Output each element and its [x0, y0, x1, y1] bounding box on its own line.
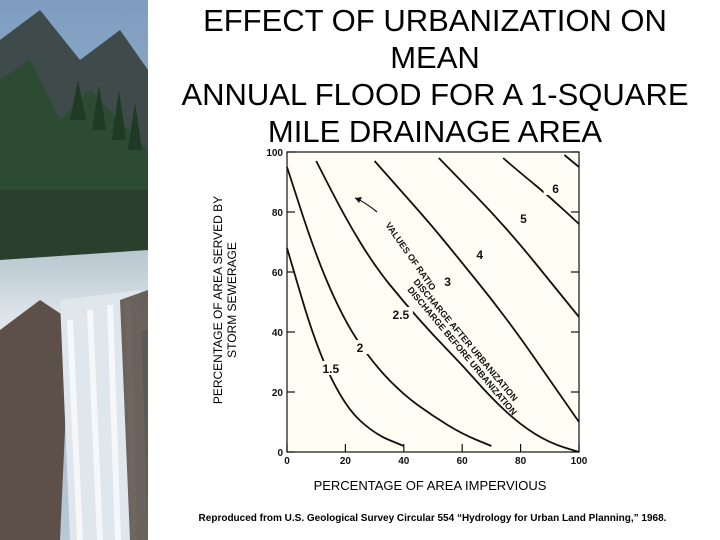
y-tick-label: 40 — [272, 328, 284, 339]
x-tick-label: 80 — [515, 456, 527, 467]
x-tick-label: 100 — [571, 456, 588, 467]
ratio-curve-1.5 — [286, 247, 405, 447]
ratio-curve-5 — [502, 157, 580, 225]
x-tick-label: 60 — [457, 456, 469, 467]
ratio-curve-2 — [286, 166, 492, 447]
y-tick-label: 20 — [272, 388, 284, 399]
y-tick-label: 60 — [272, 268, 284, 279]
curve-label-bg — [435, 274, 460, 288]
curve-label-2.5: 2.5 — [393, 308, 410, 322]
y-tick-label: 0 — [277, 448, 283, 459]
x-tick-label: 0 — [284, 456, 290, 467]
curve-label-bg — [388, 307, 413, 321]
curve-label-6: 6 — [552, 182, 559, 196]
curve-label-2: 2 — [357, 341, 364, 355]
y-tick-label: 80 — [272, 208, 284, 219]
ratio-curve-6 — [563, 154, 580, 168]
curve-label-bg — [318, 361, 343, 375]
y-tick-label: 100 — [266, 148, 283, 159]
x-tick-label: 40 — [398, 456, 410, 467]
waterfall-photo — [0, 0, 148, 540]
chart-title: EFFECT OF URBANIZATION ON MEAN ANNUAL FL… — [181, 3, 689, 149]
curve-label-bg — [348, 340, 372, 354]
ratio-curve-3 — [373, 160, 580, 423]
curve-label-1.5: 1.5 — [322, 362, 339, 376]
curve-label-bg — [467, 247, 492, 261]
source-caption: Reproduced from U.S. Geological Survey C… — [198, 513, 667, 524]
curve-label-bg — [511, 211, 536, 225]
x-axis-label: PERCENTAGE OF AREA IMPERVIOUS — [313, 478, 547, 493]
ratio-curve-4 — [438, 157, 580, 318]
ratio-arrowhead — [355, 197, 362, 203]
curve-label-3: 3 — [444, 275, 451, 289]
y-axis-label: PERCENTAGE OF AREA SERVED BY STORM SEWER… — [211, 195, 239, 405]
ratio-curve-2.5 — [315, 160, 580, 453]
curve-label-bg — [543, 181, 568, 195]
curve-label-5: 5 — [520, 212, 527, 226]
curve-label-4: 4 — [476, 248, 483, 262]
x-tick-label: 20 — [340, 456, 352, 467]
